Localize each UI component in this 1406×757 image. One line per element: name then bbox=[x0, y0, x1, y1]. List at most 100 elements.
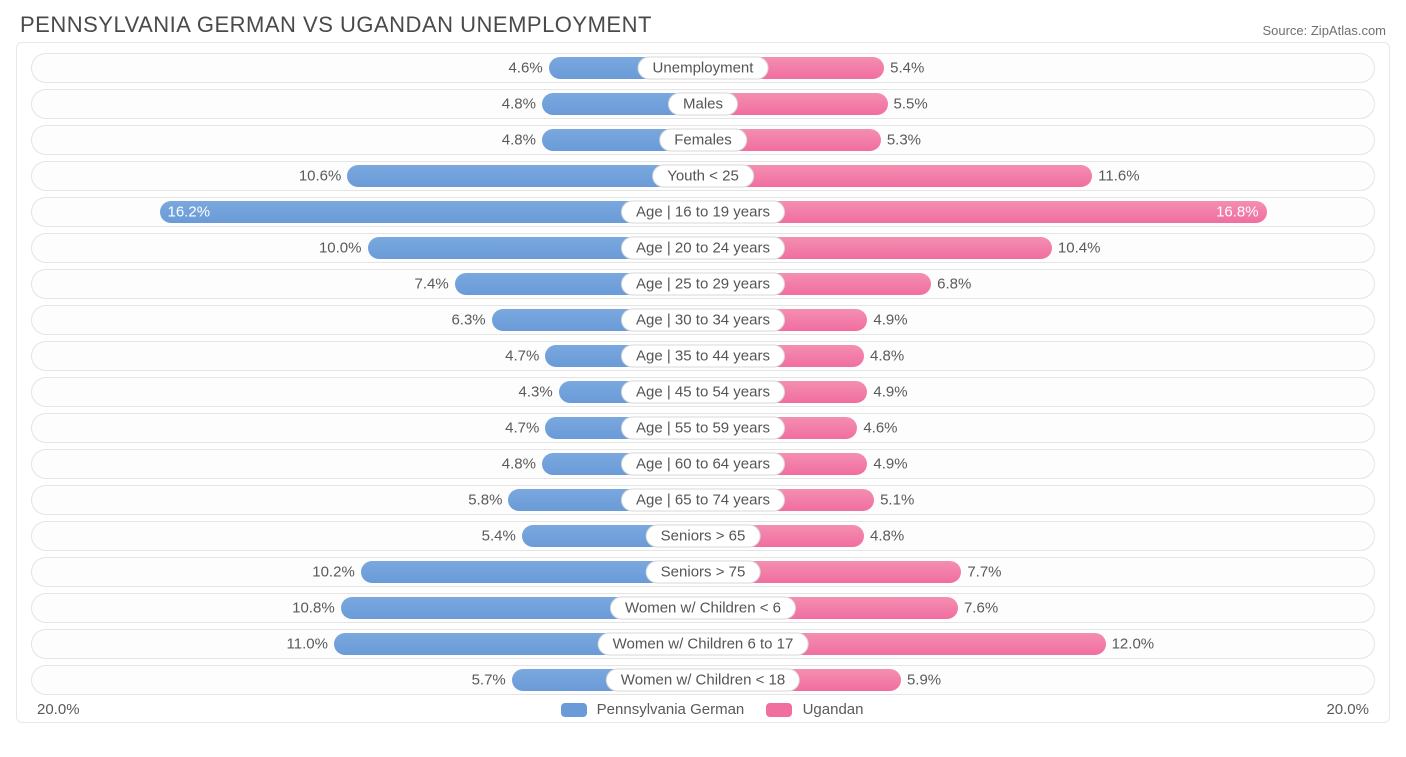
category-label: Women w/ Children < 6 bbox=[610, 597, 796, 620]
chart-row: 16.2% 16.8% Age | 16 to 19 years bbox=[31, 197, 1375, 227]
category-label: Age | 25 to 29 years bbox=[621, 273, 785, 296]
category-label: Age | 16 to 19 years bbox=[621, 201, 785, 224]
left-half: 5.4% bbox=[32, 522, 703, 550]
right-value: 7.7% bbox=[967, 564, 1001, 581]
right-value: 4.8% bbox=[870, 348, 904, 365]
chart-row: 10.2% 7.7% Seniors > 75 bbox=[31, 557, 1375, 587]
chart-row: 5.8% 5.1% Age | 65 to 74 years bbox=[31, 485, 1375, 515]
category-label: Age | 35 to 44 years bbox=[621, 345, 785, 368]
right-value: 4.8% bbox=[870, 528, 904, 545]
left-value: 5.8% bbox=[468, 492, 502, 509]
category-label: Seniors > 65 bbox=[646, 525, 761, 548]
right-bar: 16.8% bbox=[703, 201, 1267, 223]
right-value: 7.6% bbox=[964, 600, 998, 617]
chart-row: 4.3% 4.9% Age | 45 to 54 years bbox=[31, 377, 1375, 407]
right-value: 6.8% bbox=[937, 276, 971, 293]
right-value: 12.0% bbox=[1112, 636, 1155, 653]
right-half: 4.9% bbox=[703, 306, 1374, 334]
left-half: 4.3% bbox=[32, 378, 703, 406]
chart-row: 4.8%5.3%Females bbox=[31, 125, 1375, 155]
right-value: 16.8% bbox=[1216, 204, 1259, 221]
chart-row: 4.7%4.6%Age | 55 to 59 years bbox=[31, 413, 1375, 443]
left-half: 10.2% bbox=[32, 558, 703, 586]
right-half: 11.6% bbox=[703, 162, 1374, 190]
chart-title: PENNSYLVANIA GERMAN VS UGANDAN UNEMPLOYM… bbox=[20, 12, 652, 38]
category-label: Age | 60 to 64 years bbox=[621, 453, 785, 476]
left-value: 4.8% bbox=[502, 132, 536, 149]
legend-label-right: Ugandan bbox=[803, 701, 864, 718]
chart-row: 6.3% 4.9% Age | 30 to 34 years bbox=[31, 305, 1375, 335]
left-half: 10.8% bbox=[32, 594, 703, 622]
chart-row: 4.7%4.8%Age | 35 to 44 years bbox=[31, 341, 1375, 371]
category-label: Age | 30 to 34 years bbox=[621, 309, 785, 332]
chart-row: 11.0% 12.0% Women w/ Children 6 to 17 bbox=[31, 629, 1375, 659]
legend-label-left: Pennsylvania German bbox=[597, 701, 745, 718]
left-bar: 10.6% bbox=[347, 165, 703, 187]
legend-swatch-left bbox=[561, 703, 587, 717]
chart-row: 10.6%11.6%Youth < 25 bbox=[31, 161, 1375, 191]
category-label: Age | 45 to 54 years bbox=[621, 381, 785, 404]
right-value: 5.1% bbox=[880, 492, 914, 509]
right-half: 6.8% bbox=[703, 270, 1374, 298]
left-value: 4.3% bbox=[519, 384, 553, 401]
left-value: 10.8% bbox=[292, 600, 335, 617]
right-half: 7.7% bbox=[703, 558, 1374, 586]
left-half: 4.8% bbox=[32, 90, 703, 118]
axis-max-left: 20.0% bbox=[31, 701, 80, 718]
right-half: 4.8% bbox=[703, 342, 1374, 370]
chart-row: 7.4% 6.8% Age | 25 to 29 years bbox=[31, 269, 1375, 299]
right-half: 5.9% bbox=[703, 666, 1374, 694]
right-value: 5.9% bbox=[907, 672, 941, 689]
right-value: 4.9% bbox=[873, 456, 907, 473]
left-value: 11.0% bbox=[287, 636, 328, 653]
left-value: 10.0% bbox=[319, 240, 362, 257]
left-half: 10.6% bbox=[32, 162, 703, 190]
right-half: 4.6% bbox=[703, 414, 1374, 442]
chart-row: 10.0%10.4%Age | 20 to 24 years bbox=[31, 233, 1375, 263]
left-half: 4.6% bbox=[32, 54, 703, 82]
category-label: Age | 65 to 74 years bbox=[621, 489, 785, 512]
right-half: 5.5% bbox=[703, 90, 1374, 118]
right-bar: 11.6% bbox=[703, 165, 1092, 187]
right-half: 5.3% bbox=[703, 126, 1374, 154]
right-value: 4.9% bbox=[873, 312, 907, 329]
chart-row: 4.8%4.9%Age | 60 to 64 years bbox=[31, 449, 1375, 479]
right-half: 7.6% bbox=[703, 594, 1374, 622]
legend-swatch-right bbox=[766, 703, 792, 717]
left-half: 5.7% bbox=[32, 666, 703, 694]
chart-source: Source: ZipAtlas.com bbox=[1262, 23, 1386, 38]
right-value: 5.3% bbox=[887, 132, 921, 149]
left-half: 4.8% bbox=[32, 126, 703, 154]
left-half: 16.2% bbox=[32, 198, 703, 226]
left-value: 4.7% bbox=[505, 420, 539, 437]
left-value: 7.4% bbox=[415, 276, 449, 293]
left-value: 4.8% bbox=[502, 96, 536, 113]
chart-row: 5.7%5.9%Women w/ Children < 18 bbox=[31, 665, 1375, 695]
chart-footer: 20.0% Pennsylvania German Ugandan 20.0% bbox=[31, 701, 1375, 718]
chart-row: 4.6% 5.4% Unemployment bbox=[31, 53, 1375, 83]
right-half: 5.4% bbox=[703, 54, 1374, 82]
category-label: Unemployment bbox=[638, 57, 769, 80]
legend: Pennsylvania German Ugandan bbox=[80, 701, 1327, 718]
left-half: 4.7% bbox=[32, 414, 703, 442]
category-label: Seniors > 75 bbox=[646, 561, 761, 584]
left-value: 16.2% bbox=[168, 204, 211, 221]
right-value: 11.6% bbox=[1098, 168, 1139, 185]
category-label: Age | 20 to 24 years bbox=[621, 237, 785, 260]
right-value: 4.6% bbox=[863, 420, 897, 437]
right-half: 16.8% bbox=[703, 198, 1374, 226]
left-value: 10.6% bbox=[299, 168, 342, 185]
right-half: 4.9% bbox=[703, 378, 1374, 406]
category-label: Youth < 25 bbox=[652, 165, 754, 188]
right-value: 4.9% bbox=[873, 384, 907, 401]
left-half: 6.3% bbox=[32, 306, 703, 334]
right-half: 4.9% bbox=[703, 450, 1374, 478]
right-value: 5.4% bbox=[890, 60, 924, 77]
left-half: 10.0% bbox=[32, 234, 703, 262]
chart-row: 5.4% 4.8% Seniors > 65 bbox=[31, 521, 1375, 551]
left-value: 5.4% bbox=[482, 528, 516, 545]
rows-container: 4.6%5.4%Unemployment4.8%5.5%Males4.8%5.3… bbox=[31, 53, 1375, 695]
category-label: Women w/ Children 6 to 17 bbox=[598, 633, 809, 656]
left-value: 5.7% bbox=[472, 672, 506, 689]
right-half: 4.8% bbox=[703, 522, 1374, 550]
